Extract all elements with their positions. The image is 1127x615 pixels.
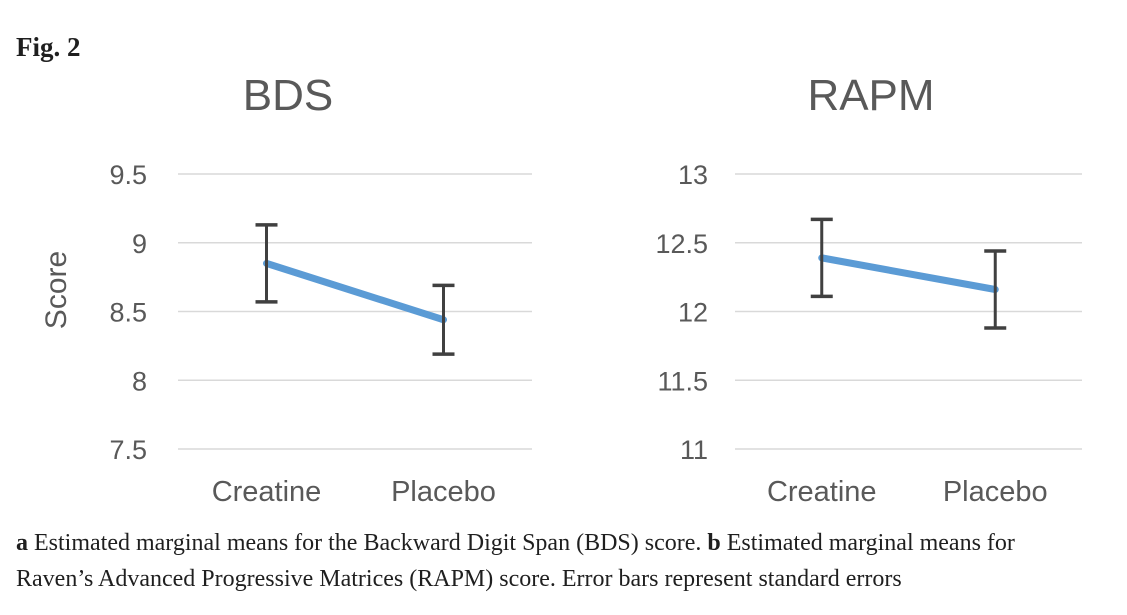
x-category-label: Placebo — [391, 476, 496, 508]
y-tick-label: 8.5 — [109, 298, 147, 328]
y-tick-label: 12.5 — [655, 229, 708, 259]
series-line — [263, 259, 447, 324]
y-tick-label: 11.5 — [657, 366, 708, 396]
x-category-label: Creatine — [212, 476, 322, 508]
y-tick-label: 7.5 — [109, 435, 147, 465]
caption-part-b-marker: b — [707, 530, 721, 556]
y-tick-label: 8 — [132, 366, 147, 396]
caption-part-a-text: Estimated marginal means for the Backwar… — [28, 530, 708, 556]
x-category-label: Placebo — [943, 476, 1048, 508]
caption-part-a-marker: a — [16, 530, 28, 556]
y-tick-label: 11 — [680, 435, 708, 465]
caption-part-b-text: Estimated marginal means for Raven’s Adv… — [16, 530, 1015, 592]
figure-caption: a Estimated marginal means for the Backw… — [16, 525, 1036, 597]
series-line — [818, 254, 999, 293]
y-tick-label: 13 — [678, 160, 708, 190]
y-tick-label: 12 — [678, 298, 708, 328]
y-tick-label: 9.5 — [109, 160, 147, 190]
rapm-chart-title: RAPM — [807, 71, 935, 120]
x-category-label: Creatine — [767, 476, 877, 508]
y-tick-label: 9 — [132, 229, 147, 259]
y-axis-label: Score — [40, 250, 73, 330]
bds-chart-title: BDS — [242, 71, 334, 120]
figure-label: Fig. 2 — [16, 32, 81, 62]
